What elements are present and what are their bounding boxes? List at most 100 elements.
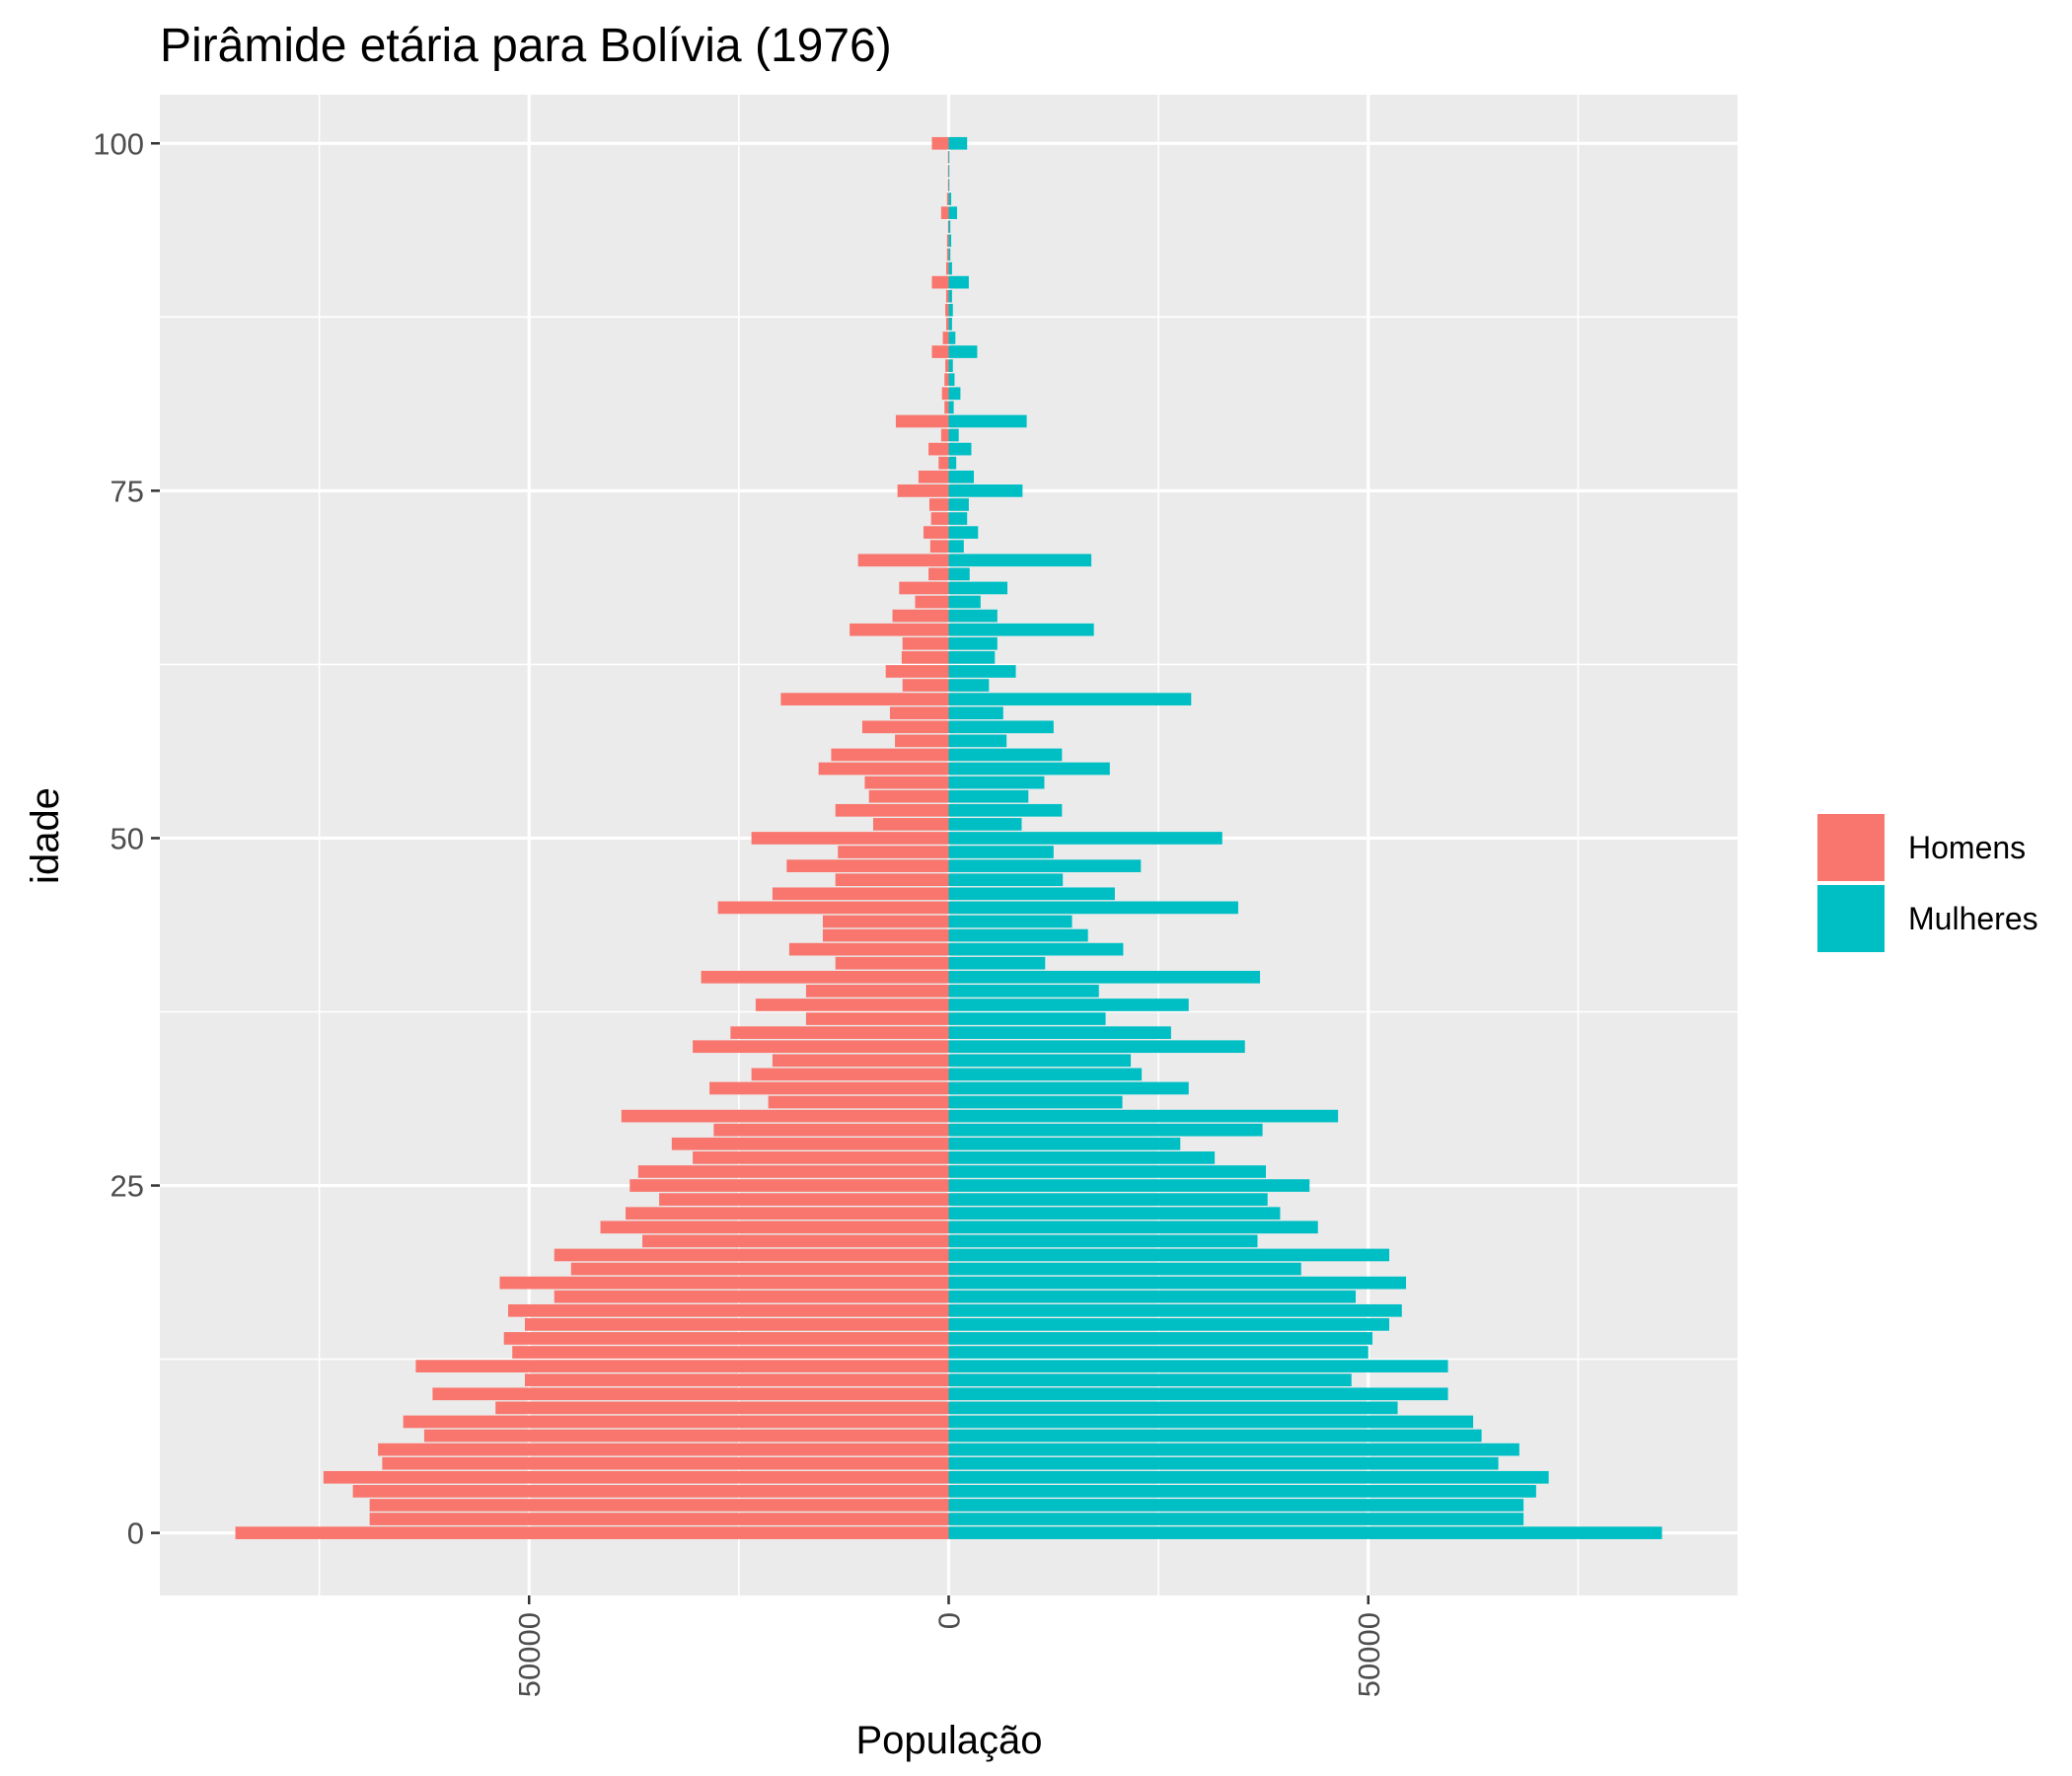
bar-mulheres-age-70 xyxy=(948,554,1092,567)
bar-mulheres-age-51 xyxy=(948,818,1022,831)
bar-homens-age-63 xyxy=(901,651,949,664)
bar-homens-age-25 xyxy=(629,1179,949,1192)
bar-mulheres-age-26 xyxy=(948,1165,1267,1178)
bar-mulheres-age-55 xyxy=(948,762,1110,776)
bar-mulheres-age-84 xyxy=(948,359,953,372)
bar-mulheres-age-77 xyxy=(948,456,957,470)
bar-homens-age-43 xyxy=(822,928,949,942)
legend-key-homens xyxy=(1817,814,1885,881)
bar-homens-age-5 xyxy=(382,1456,949,1470)
bar-mulheres-age-17 xyxy=(948,1290,1357,1303)
y-tick-label: 0 xyxy=(127,1517,144,1551)
bar-mulheres-age-72 xyxy=(948,526,979,539)
bar-homens-age-39 xyxy=(805,985,949,998)
bar-mulheres-age-78 xyxy=(948,442,972,456)
bar-homens-age-98 xyxy=(947,165,949,178)
bar-mulheres-age-4 xyxy=(948,1470,1549,1484)
bar-homens-age-13 xyxy=(512,1346,949,1359)
bar-mulheres-age-42 xyxy=(948,942,1124,956)
bar-mulheres-age-31 xyxy=(948,1095,1123,1109)
bar-homens-age-10 xyxy=(432,1387,949,1401)
legend-label-mulheres: Mulheres xyxy=(1908,901,2038,936)
bar-mulheres-age-2 xyxy=(948,1499,1524,1512)
axes: 0 25 50 75 100 50000 0 50000 xyxy=(93,126,1386,1697)
bar-mulheres-age-38 xyxy=(948,999,1189,1011)
bar-mulheres-age-13 xyxy=(948,1346,1369,1359)
bar-homens-age-94 xyxy=(947,220,949,234)
bar-mulheres-age-47 xyxy=(948,873,1064,887)
bar-mulheres-age-68 xyxy=(948,581,1008,595)
bar-homens-age-14 xyxy=(503,1332,949,1345)
bar-mulheres-age-19 xyxy=(948,1262,1301,1276)
bar-homens-age-73 xyxy=(930,512,949,525)
bar-homens-age-67 xyxy=(915,595,949,609)
bar-mulheres-age-33 xyxy=(948,1068,1143,1081)
bar-homens-age-70 xyxy=(857,554,949,567)
bar-mulheres-age-27 xyxy=(948,1151,1216,1164)
bar-homens-age-97 xyxy=(947,179,949,191)
bar-homens-age-28 xyxy=(671,1137,949,1150)
bar-homens-age-21 xyxy=(642,1234,949,1248)
bar-mulheres-age-49 xyxy=(948,846,1054,858)
bar-mulheres-age-100 xyxy=(948,136,968,150)
legend-label-homens: Homens xyxy=(1908,830,2026,865)
bar-homens-age-99 xyxy=(947,151,949,164)
bar-mulheres-age-86 xyxy=(948,332,956,344)
bar-homens-age-80 xyxy=(895,414,949,428)
bar-homens-age-79 xyxy=(940,428,949,442)
bar-mulheres-age-5 xyxy=(948,1456,1499,1470)
bar-homens-age-64 xyxy=(902,636,949,650)
bar-homens-age-42 xyxy=(788,942,949,956)
bar-homens-age-84 xyxy=(945,359,949,372)
bar-mulheres-age-52 xyxy=(948,803,1063,817)
bar-mulheres-age-45 xyxy=(948,901,1238,915)
bar-mulheres-age-81 xyxy=(948,401,954,414)
bar-mulheres-age-11 xyxy=(948,1373,1352,1387)
bar-homens-age-95 xyxy=(940,206,949,220)
bar-mulheres-age-16 xyxy=(948,1303,1402,1317)
bar-mulheres-age-73 xyxy=(948,512,968,525)
bar-homens-age-83 xyxy=(944,373,949,387)
bar-mulheres-age-46 xyxy=(948,887,1115,901)
bar-homens-age-61 xyxy=(902,679,949,692)
bar-mulheres-age-25 xyxy=(948,1179,1310,1192)
bar-homens-age-20 xyxy=(554,1248,949,1262)
bar-mulheres-age-56 xyxy=(948,748,1063,762)
bar-homens-age-65 xyxy=(850,623,949,636)
bar-homens-age-33 xyxy=(751,1068,949,1081)
bar-mulheres-age-3 xyxy=(948,1485,1536,1498)
bar-mulheres-age-1 xyxy=(948,1513,1524,1525)
bar-homens-age-57 xyxy=(895,734,949,748)
bar-homens-age-91 xyxy=(945,261,949,275)
bar-mulheres-age-9 xyxy=(948,1401,1398,1415)
bar-homens-age-68 xyxy=(899,581,949,595)
bar-homens-age-6 xyxy=(378,1443,949,1456)
bar-homens-age-18 xyxy=(499,1276,949,1290)
bar-homens-age-71 xyxy=(929,540,949,554)
bar-homens-age-36 xyxy=(730,1026,949,1039)
bar-homens-age-12 xyxy=(415,1360,949,1372)
bar-homens-age-50 xyxy=(751,832,949,845)
bar-mulheres-age-90 xyxy=(948,275,969,289)
bar-mulheres-age-23 xyxy=(948,1207,1281,1221)
bar-mulheres-age-75 xyxy=(948,484,1023,497)
bar-homens-age-27 xyxy=(693,1151,949,1164)
bar-homens-age-53 xyxy=(868,789,949,803)
bar-homens-age-47 xyxy=(835,873,949,887)
bar-mulheres-age-97 xyxy=(948,179,950,191)
bar-homens-age-51 xyxy=(872,818,949,831)
bar-homens-age-1 xyxy=(369,1513,949,1525)
bar-homens-age-37 xyxy=(805,1012,949,1025)
bar-mulheres-age-85 xyxy=(948,345,978,358)
bar-mulheres-age-12 xyxy=(948,1360,1448,1372)
bar-homens-age-52 xyxy=(835,803,949,817)
bar-mulheres-age-89 xyxy=(948,289,952,303)
bar-homens-age-58 xyxy=(861,720,949,734)
bar-mulheres-age-67 xyxy=(948,595,981,609)
bar-homens-age-45 xyxy=(717,901,949,915)
bar-homens-age-0 xyxy=(235,1526,949,1539)
bar-homens-age-81 xyxy=(944,401,949,414)
bar-homens-age-49 xyxy=(838,846,949,858)
x-tick-label: 0 xyxy=(932,1612,967,1629)
